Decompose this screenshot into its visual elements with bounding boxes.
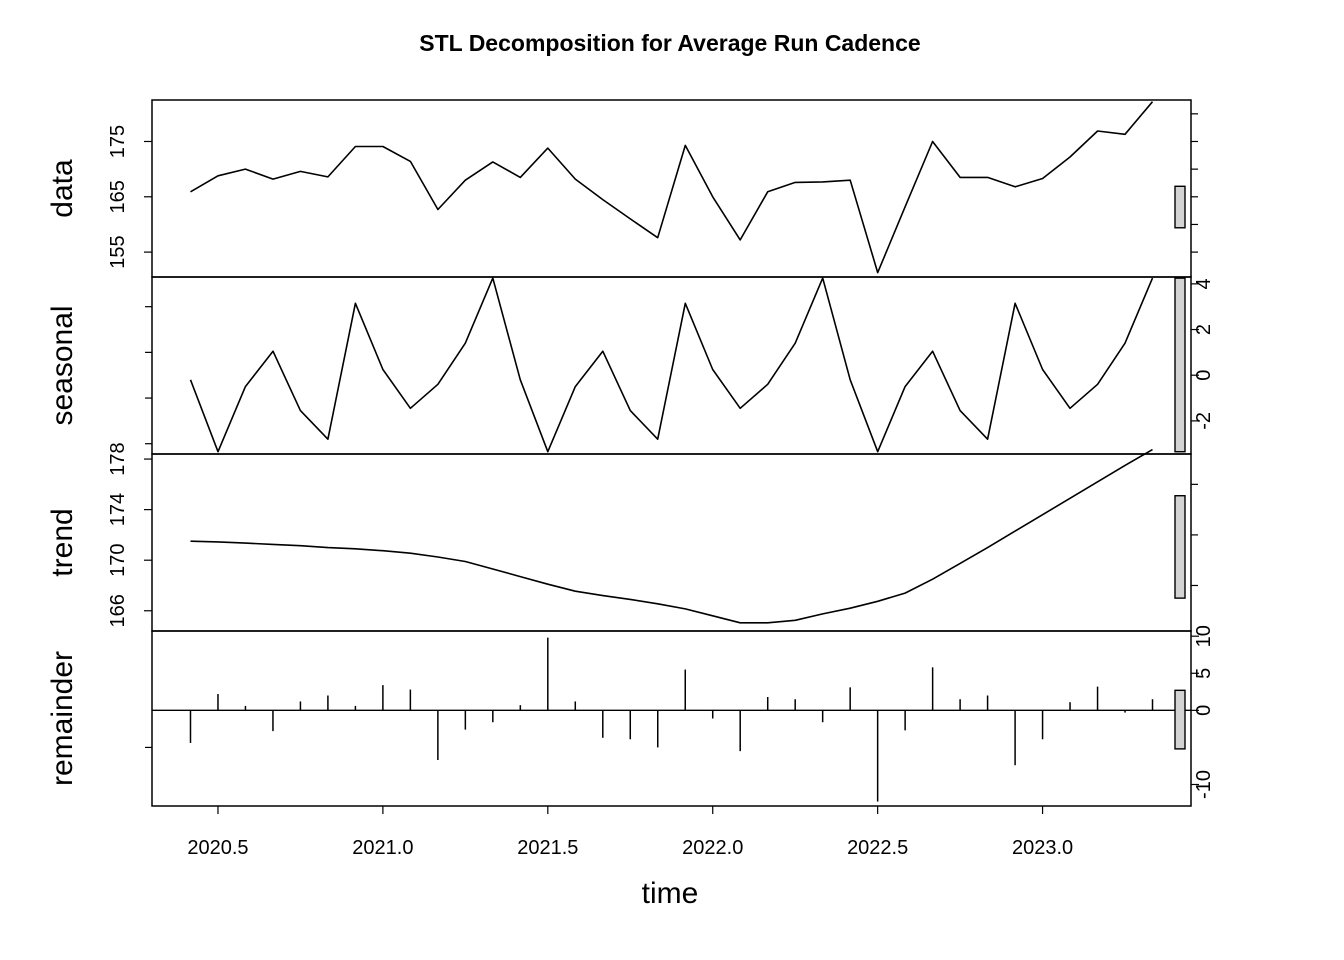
remainder-y-tick-label: 5 bbox=[1193, 668, 1215, 679]
remainder-y-tick-label: 0 bbox=[1193, 705, 1215, 716]
x-tick-label: 2022.0 bbox=[682, 837, 743, 859]
panels-group: 155 165 175 data -2 0 2 4 seasonal 166 170 174 178 tr… bbox=[46, 99, 1215, 807]
trend-y-tick-label: 174 bbox=[107, 493, 129, 526]
seasonal-y-tick-label: -2 bbox=[1193, 412, 1215, 430]
seasonal-y-tick-label: 4 bbox=[1193, 278, 1215, 289]
trend-range-bar bbox=[1174, 495, 1186, 599]
x-axis: 2020.5 2021.0 2021.5 2022.0 2022.5 2023.0 bbox=[187, 806, 1073, 859]
chart-title: STL Decomposition for Average Run Cadenc… bbox=[419, 30, 920, 56]
x-tick-label: 2021.5 bbox=[517, 837, 578, 859]
seasonal-range-bar bbox=[1174, 277, 1186, 453]
trend-y-tick-label: 166 bbox=[107, 594, 129, 627]
trend-panel-label: trend bbox=[46, 508, 79, 576]
data-y-tick-label: 165 bbox=[107, 180, 129, 213]
remainder-y-tick-label: 10 bbox=[1193, 625, 1215, 647]
seasonal-y-tick-label: 2 bbox=[1193, 324, 1215, 335]
data-y-tick-label: 175 bbox=[107, 125, 129, 158]
x-axis-label: time bbox=[642, 877, 699, 910]
x-tick-label: 2022.5 bbox=[847, 837, 908, 859]
x-tick-label: 2023.0 bbox=[1012, 837, 1073, 859]
x-tick-label: 2020.5 bbox=[187, 837, 248, 859]
seasonal-panel-label: seasonal bbox=[46, 305, 79, 425]
remainder-range-bar bbox=[1174, 689, 1186, 750]
remainder-y-tick-label: -10 bbox=[1193, 770, 1215, 799]
data-series-line bbox=[190, 101, 1154, 274]
data-panel-label: data bbox=[46, 159, 79, 218]
data-y-tick-label: 155 bbox=[107, 235, 129, 268]
panel-remainder: -10 0 5 10 remainder bbox=[46, 625, 1215, 807]
trend-y-tick-label: 178 bbox=[107, 442, 129, 475]
remainder-panel-frame bbox=[151, 630, 1192, 807]
data-range-bar bbox=[1174, 185, 1186, 229]
trend-series-line bbox=[190, 448, 1153, 624]
seasonal-y-tick-label: 0 bbox=[1193, 370, 1215, 381]
seasonal-series-line bbox=[189, 277, 1154, 453]
x-tick-label: 2021.0 bbox=[352, 837, 413, 859]
trend-y-tick-label: 170 bbox=[107, 544, 129, 577]
remainder-panel-label: remainder bbox=[46, 651, 79, 786]
